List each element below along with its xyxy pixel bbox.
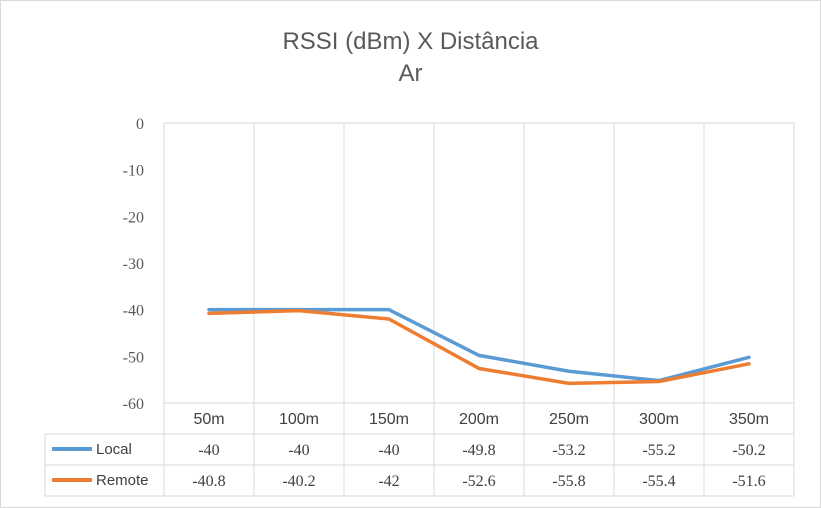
chart-title-block: RSSI (dBm) X Distância Ar <box>0 26 821 90</box>
x-tick-label: 250m <box>549 411 589 428</box>
y-tick-label: -60 <box>123 396 144 413</box>
series-lines <box>207 307 751 386</box>
x-tick-label: 300m <box>639 411 679 428</box>
x-tick-label: 50m <box>193 411 224 428</box>
data-table-cell: -51.6 <box>732 473 765 490</box>
y-tick-label: -20 <box>123 209 144 226</box>
y-tick-label: 0 <box>136 116 144 133</box>
x-tick-label: 350m <box>729 411 769 428</box>
data-table-cell: -55.8 <box>552 473 585 490</box>
data-table-cell: -40.2 <box>282 473 315 490</box>
data-table-cell: -55.4 <box>642 473 675 490</box>
data-table: 50m 100m 150m 200m 250m 300m 350m Local -40 -40 -4… <box>44 402 795 497</box>
data-table-cell: -42 <box>378 473 399 490</box>
legend-label: Remote <box>96 472 149 489</box>
legend-label: Local <box>96 441 132 458</box>
y-tick-label: -40 <box>123 303 144 320</box>
x-tick-label: 150m <box>369 411 409 428</box>
y-tick-label: -30 <box>123 256 144 273</box>
data-table-cell: -49.8 <box>462 442 495 459</box>
chart-title: RSSI (dBm) X Distância <box>282 28 539 55</box>
chart-subtitle: Ar <box>398 60 423 87</box>
data-table-cell: -53.2 <box>552 442 585 459</box>
y-axis-ticks: 0 -10 -20 -30 -40 -50 -60 <box>123 116 144 413</box>
data-table-cell: -40.8 <box>192 473 225 490</box>
x-tick-label: 100m <box>279 411 319 428</box>
series-line-remote <box>207 308 751 386</box>
data-table-cell: -40 <box>288 442 309 459</box>
data-table-cell: -40 <box>378 442 399 459</box>
data-table-cell: -52.6 <box>462 473 495 490</box>
y-tick-label: -10 <box>123 163 144 180</box>
data-table-cell: -50.2 <box>732 442 765 459</box>
x-tick-label: 200m <box>459 411 499 428</box>
gridlines <box>163 122 795 403</box>
data-table-cell: -55.2 <box>642 442 675 459</box>
y-tick-label: -50 <box>123 349 144 366</box>
data-table-cell: -40 <box>198 442 219 459</box>
